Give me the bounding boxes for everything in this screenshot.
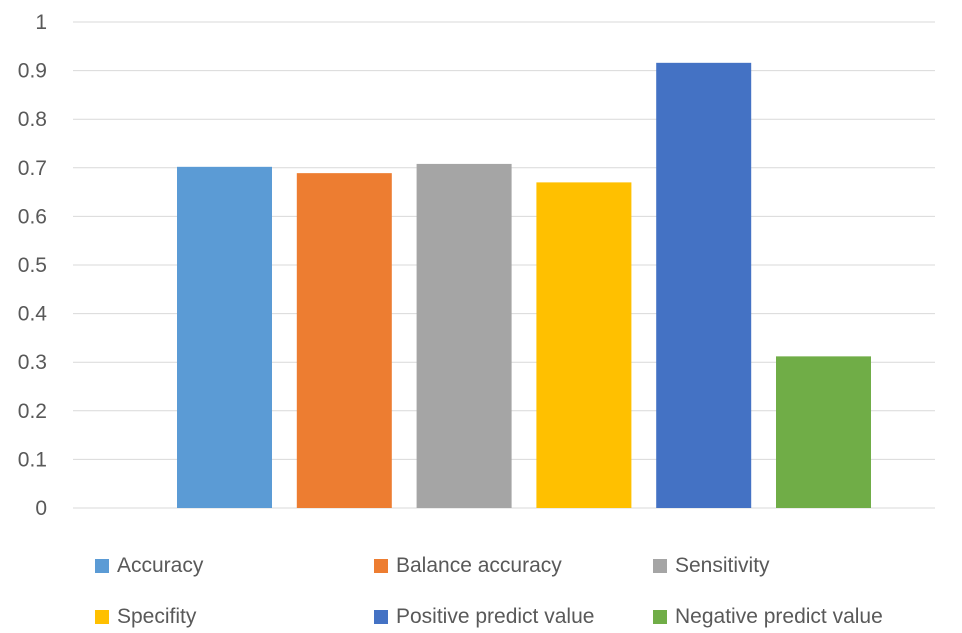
bar-specifity [536, 182, 632, 508]
y-axis-ticks: 0 0.1 0.2 0.3 0.4 0.5 0.6 0.7 0.8 0.9 1 [18, 11, 48, 520]
y-tick-label: 0.9 [18, 60, 47, 83]
y-tick-label: 0.4 [18, 303, 48, 326]
bar-sensitivity [416, 163, 512, 509]
y-tick-label: 0.2 [18, 400, 47, 423]
y-tick-label: 1 [35, 11, 47, 34]
y-tick-label: 0.7 [18, 157, 47, 180]
bars [177, 62, 871, 509]
bar-balance-accuracy [296, 173, 392, 508]
y-tick-label: 0.3 [18, 351, 47, 374]
bar-positive-predict-value [656, 62, 752, 508]
y-tick-label: 0.8 [18, 108, 47, 131]
y-tick-label: 0.5 [18, 254, 47, 277]
bar-negative-predict-value [776, 356, 871, 508]
bar-accuracy [177, 166, 272, 508]
y-tick-label: 0.6 [18, 205, 47, 228]
y-tick-label: 0.1 [18, 448, 47, 471]
y-tick-label: 0 [35, 497, 47, 520]
